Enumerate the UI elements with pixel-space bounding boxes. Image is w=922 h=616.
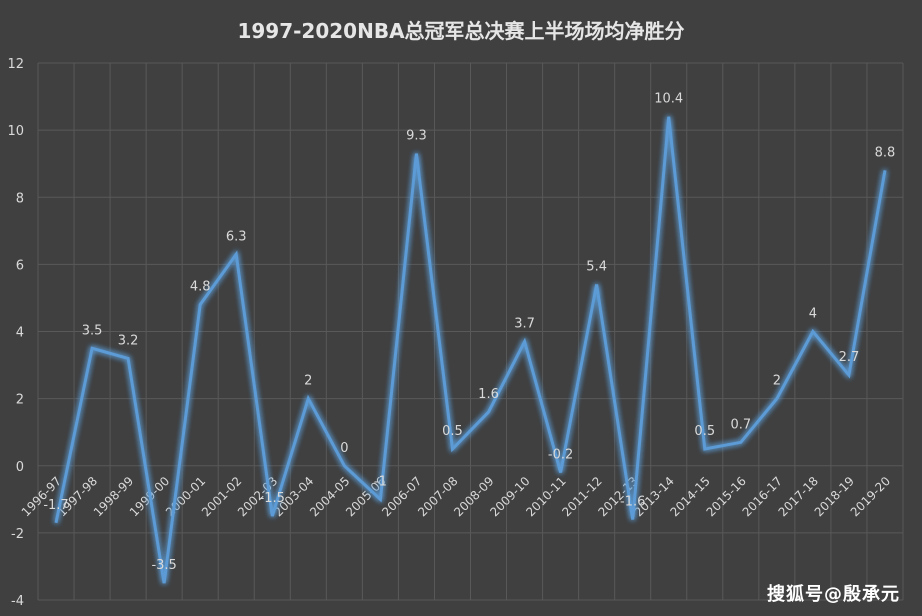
x-tick-label: 2019-20	[848, 474, 893, 519]
data-point	[198, 303, 202, 307]
data-point	[811, 330, 815, 334]
data-label: 2	[304, 374, 312, 389]
y-tick-label: 8	[16, 191, 24, 206]
data-label: 10.4	[654, 92, 683, 107]
data-point	[631, 517, 635, 521]
data-label: 0.5	[442, 424, 463, 439]
gridlines	[37, 62, 904, 601]
data-point	[450, 447, 454, 451]
data-label: 1.6	[478, 387, 499, 402]
y-tick-label: -4	[11, 594, 24, 609]
data-point	[90, 346, 94, 350]
data-point	[667, 115, 671, 119]
data-point	[126, 356, 130, 360]
y-tick-label: -2	[11, 527, 24, 542]
data-label: 9.3	[406, 129, 427, 144]
data-point	[487, 410, 491, 414]
data-label: 2.7	[839, 350, 860, 365]
data-label: 0.5	[694, 424, 715, 439]
data-label: -0.2	[548, 447, 573, 462]
y-tick-label: 4	[16, 326, 24, 341]
data-point	[234, 252, 238, 256]
data-point	[54, 521, 58, 525]
watermark: 搜狐号@殷承元	[767, 584, 900, 605]
y-tick-label: 0	[16, 460, 24, 475]
data-label: 3.7	[514, 317, 535, 332]
data-point	[595, 283, 599, 287]
data-point	[162, 581, 166, 585]
data-label: -1	[374, 474, 387, 489]
data-point	[414, 152, 418, 156]
data-point	[270, 514, 274, 518]
data-point	[306, 397, 310, 401]
y-axis: -4 -2 0 2 4 6 8 10 12	[7, 57, 24, 609]
data-point	[559, 470, 563, 474]
data-point	[739, 440, 743, 444]
data-labels: -1.7 3.5 3.2 -3.5 4.8 6.3 -1.5 2 0 -1 9.3 0.5 1.6 3.7…	[43, 92, 895, 574]
data-label: 6.3	[226, 229, 247, 244]
y-tick-label: 12	[7, 57, 24, 72]
data-point	[523, 340, 527, 344]
data-label: 5.4	[586, 260, 607, 275]
data-label: 4	[809, 307, 817, 322]
data-label: 8.8	[875, 145, 896, 160]
y-tick-label: 2	[16, 393, 24, 408]
data-point	[342, 464, 346, 468]
data-label: 2	[773, 374, 781, 389]
data-label: 3.5	[82, 323, 103, 338]
data-label: -1.6	[620, 494, 645, 509]
data-label: 4.8	[190, 280, 211, 295]
data-label: -1.5	[260, 491, 285, 506]
series-line	[54, 116, 887, 584]
data-label: -1.7	[43, 498, 68, 513]
y-tick-label: 6	[16, 258, 24, 273]
series-line-group	[54, 115, 887, 585]
data-label: -3.5	[151, 558, 176, 573]
data-point	[703, 447, 707, 451]
data-point	[847, 373, 851, 377]
data-point	[378, 497, 382, 501]
data-label: 0	[340, 441, 348, 456]
data-label: 0.7	[730, 417, 751, 432]
data-label: 3.2	[118, 333, 139, 348]
data-point	[883, 168, 887, 172]
data-point	[775, 397, 779, 401]
y-tick-label: 10	[7, 124, 24, 139]
chart-title: 1997-2020NBA总冠军总决赛上半场场均净胜分	[237, 19, 684, 43]
